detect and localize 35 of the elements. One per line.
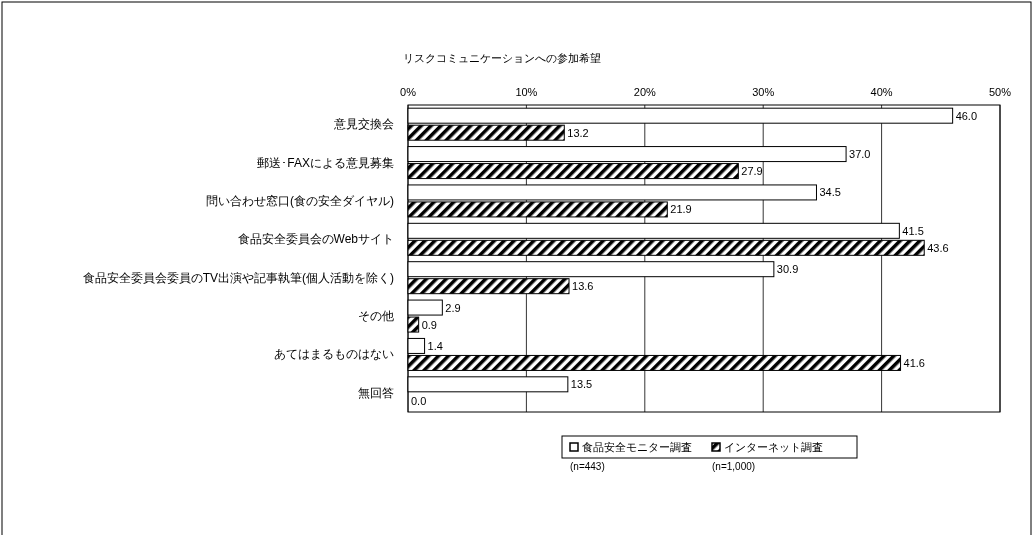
data-label: 13.2 <box>567 126 589 139</box>
text: (n=1,000) <box>712 461 756 472</box>
y-tick-label: 意見交換会 <box>333 117 394 132</box>
y-tick-label: 郵送･FAXによる意見募集 <box>257 155 394 170</box>
data-label: 41.5 <box>902 224 924 237</box>
x-tick-label: 10% <box>515 86 538 98</box>
data-label: 30.9 <box>776 263 799 276</box>
y-tick-label: 無回答 <box>358 385 394 400</box>
text: (n=443) <box>570 461 605 472</box>
legend-item: インターネット調査 <box>711 441 823 453</box>
legend-item: 食品安全モニター調査 <box>569 441 692 453</box>
data-label: 21.9 <box>670 203 692 216</box>
data-label: 27.9 <box>741 165 763 178</box>
data-label: 37.0 <box>849 148 871 161</box>
data-label: 13.6 <box>572 280 594 293</box>
x-tick-label: 50% <box>988 86 1012 98</box>
data-label: 0.9 <box>421 318 437 331</box>
chart-title: リスクコミュニケーションへの参加希望 <box>403 52 601 64</box>
x-tick-label: 0% <box>400 86 417 98</box>
data-label: 43.6 <box>927 241 949 254</box>
y-tick-label: あてはまるものはない <box>274 347 394 362</box>
y-tick-label: 問い合わせ窓口(食の安全ダイヤル) <box>206 193 394 208</box>
data-label: 1.4 <box>427 339 443 352</box>
y-tick-label: その他 <box>358 309 394 324</box>
x-tick-label: 30% <box>752 86 775 98</box>
x-tick-label: 20% <box>633 86 657 98</box>
data-label: 41.6 <box>903 356 925 369</box>
y-tick-label: 食品安全委員会のWebサイト <box>237 232 394 247</box>
x-tick-label: 40% <box>870 86 893 98</box>
data-label: 34.5 <box>819 186 841 199</box>
data-label: 0.0 <box>411 395 427 408</box>
y-tick-label: 食品安全委員会委員のTV出演や記事執筆(個人活動を除く) <box>82 270 394 285</box>
data-label: 13.5 <box>570 378 593 391</box>
data-label: 2.9 <box>445 301 461 314</box>
data-label: 46.0 <box>955 109 978 122</box>
